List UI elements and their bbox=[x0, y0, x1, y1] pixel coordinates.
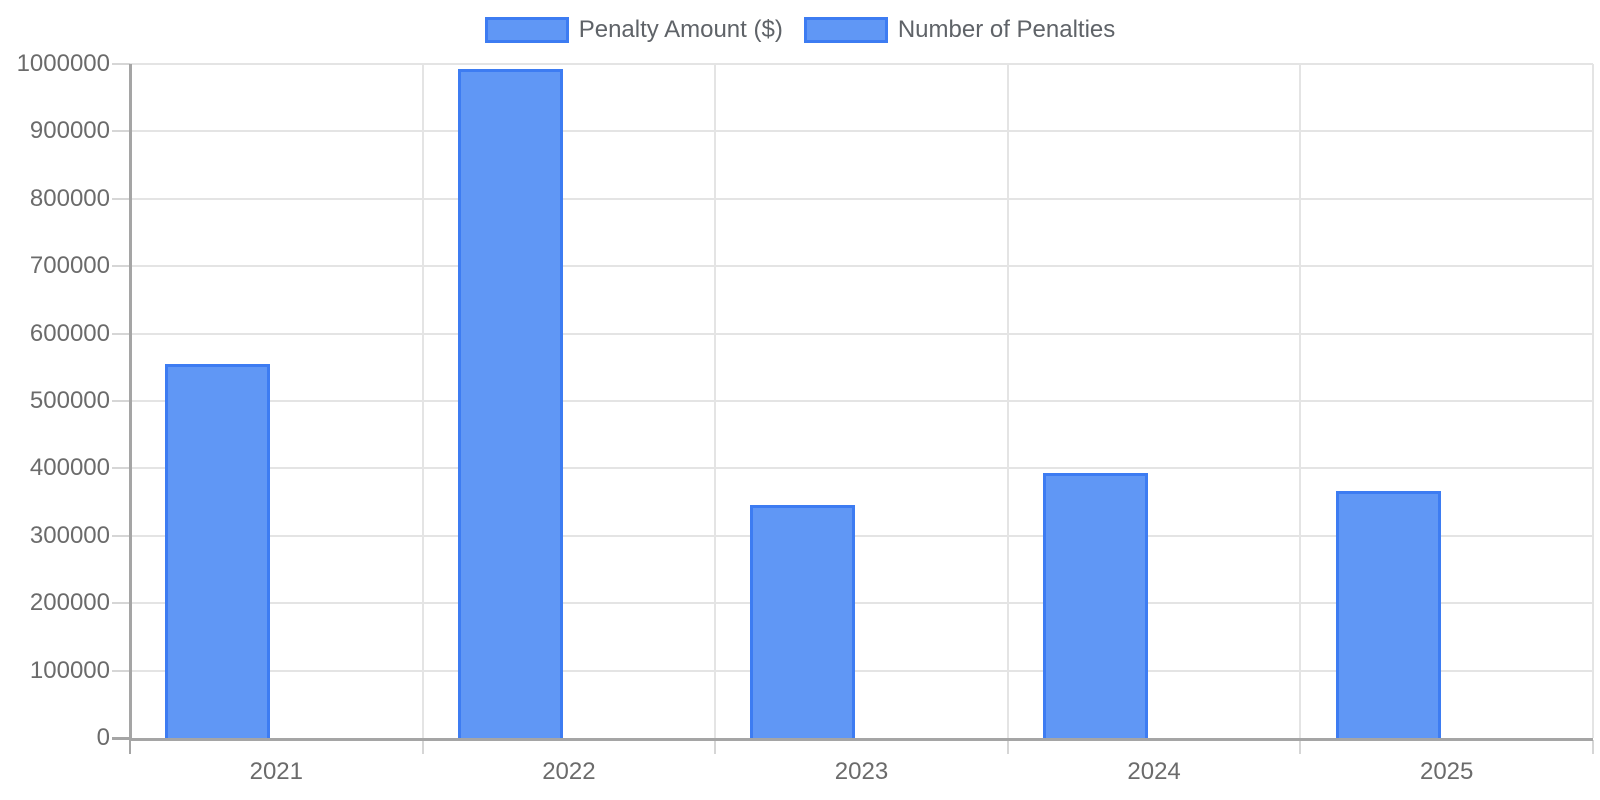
y-tick-label: 0 bbox=[96, 724, 110, 751]
chart-legend: Penalty Amount ($) Number of Penalties bbox=[0, 14, 1600, 46]
y-tick-label: 1000000 bbox=[16, 50, 110, 77]
bar-2021-penalty-amount[interactable] bbox=[165, 363, 271, 738]
y-axis-tick bbox=[112, 534, 130, 537]
bar-2023-penalty-amount[interactable] bbox=[750, 505, 856, 738]
legend-item-number-of-penalties[interactable]: Number of Penalties bbox=[803, 14, 1116, 46]
x-axis-tick bbox=[714, 740, 717, 754]
x-axis-tick bbox=[1299, 740, 1302, 754]
y-tick-label: 200000 bbox=[29, 589, 110, 617]
x-tick-label: 2022 bbox=[542, 758, 596, 785]
y-gridline bbox=[130, 534, 1593, 537]
y-gridline bbox=[130, 265, 1593, 268]
y-axis-line bbox=[129, 64, 132, 741]
y-tick-label: 800000 bbox=[29, 184, 110, 212]
legend-swatch-icon bbox=[484, 17, 569, 43]
x-gridline bbox=[421, 64, 424, 738]
x-axis-tick bbox=[421, 740, 424, 754]
bar-2022-penalty-amount[interactable] bbox=[457, 68, 563, 738]
y-axis-tick bbox=[112, 602, 130, 605]
x-axis-line bbox=[130, 738, 1593, 741]
y-gridline bbox=[130, 467, 1593, 470]
legend-label-number-of-penalties: Number of Penalties bbox=[897, 16, 1116, 43]
y-gridline bbox=[130, 400, 1593, 402]
y-gridline bbox=[130, 63, 1593, 65]
x-gridline bbox=[1299, 64, 1302, 738]
y-axis-tick bbox=[112, 669, 130, 672]
x-axis-tick bbox=[1592, 740, 1594, 754]
bar-2024-penalty-amount[interactable] bbox=[1043, 473, 1149, 738]
x-tick-label: 2024 bbox=[1127, 758, 1181, 785]
legend-item-penalty-amount[interactable]: Penalty Amount ($) bbox=[484, 14, 783, 46]
y-axis-tick bbox=[112, 400, 130, 402]
x-gridline bbox=[1592, 64, 1594, 738]
x-gridline bbox=[714, 64, 717, 738]
x-tick-label: 2025 bbox=[1419, 758, 1474, 785]
y-axis-tick bbox=[112, 197, 130, 200]
y-gridline bbox=[130, 130, 1593, 133]
legend-label-penalty-amount: Penalty Amount ($) bbox=[578, 16, 783, 43]
legend-swatch-icon bbox=[803, 17, 888, 43]
y-tick-label: 900000 bbox=[29, 117, 110, 145]
y-tick-label: 300000 bbox=[29, 521, 110, 549]
bar-2025-penalty-amount[interactable] bbox=[1335, 491, 1441, 738]
y-axis-tick bbox=[112, 332, 130, 335]
y-gridline bbox=[130, 669, 1593, 672]
y-gridline bbox=[130, 332, 1593, 335]
x-tick-label: 2023 bbox=[834, 758, 889, 785]
x-axis-tick bbox=[129, 740, 131, 754]
y-axis-tick bbox=[112, 467, 130, 470]
y-axis-tick bbox=[112, 265, 130, 268]
x-axis-tick bbox=[1006, 740, 1009, 754]
y-axis-tick bbox=[112, 63, 130, 65]
y-axis-tick bbox=[112, 737, 130, 740]
y-tick-label: 700000 bbox=[29, 252, 110, 280]
y-tick-label: 600000 bbox=[29, 319, 110, 347]
x-tick-label: 2021 bbox=[249, 758, 303, 785]
y-axis-tick bbox=[112, 130, 130, 133]
y-tick-label: 400000 bbox=[29, 454, 110, 482]
y-gridline bbox=[130, 197, 1593, 200]
y-tick-label: 100000 bbox=[29, 656, 110, 684]
x-gridline bbox=[1006, 64, 1009, 738]
y-tick-label: 500000 bbox=[29, 387, 110, 414]
y-gridline bbox=[130, 602, 1593, 605]
